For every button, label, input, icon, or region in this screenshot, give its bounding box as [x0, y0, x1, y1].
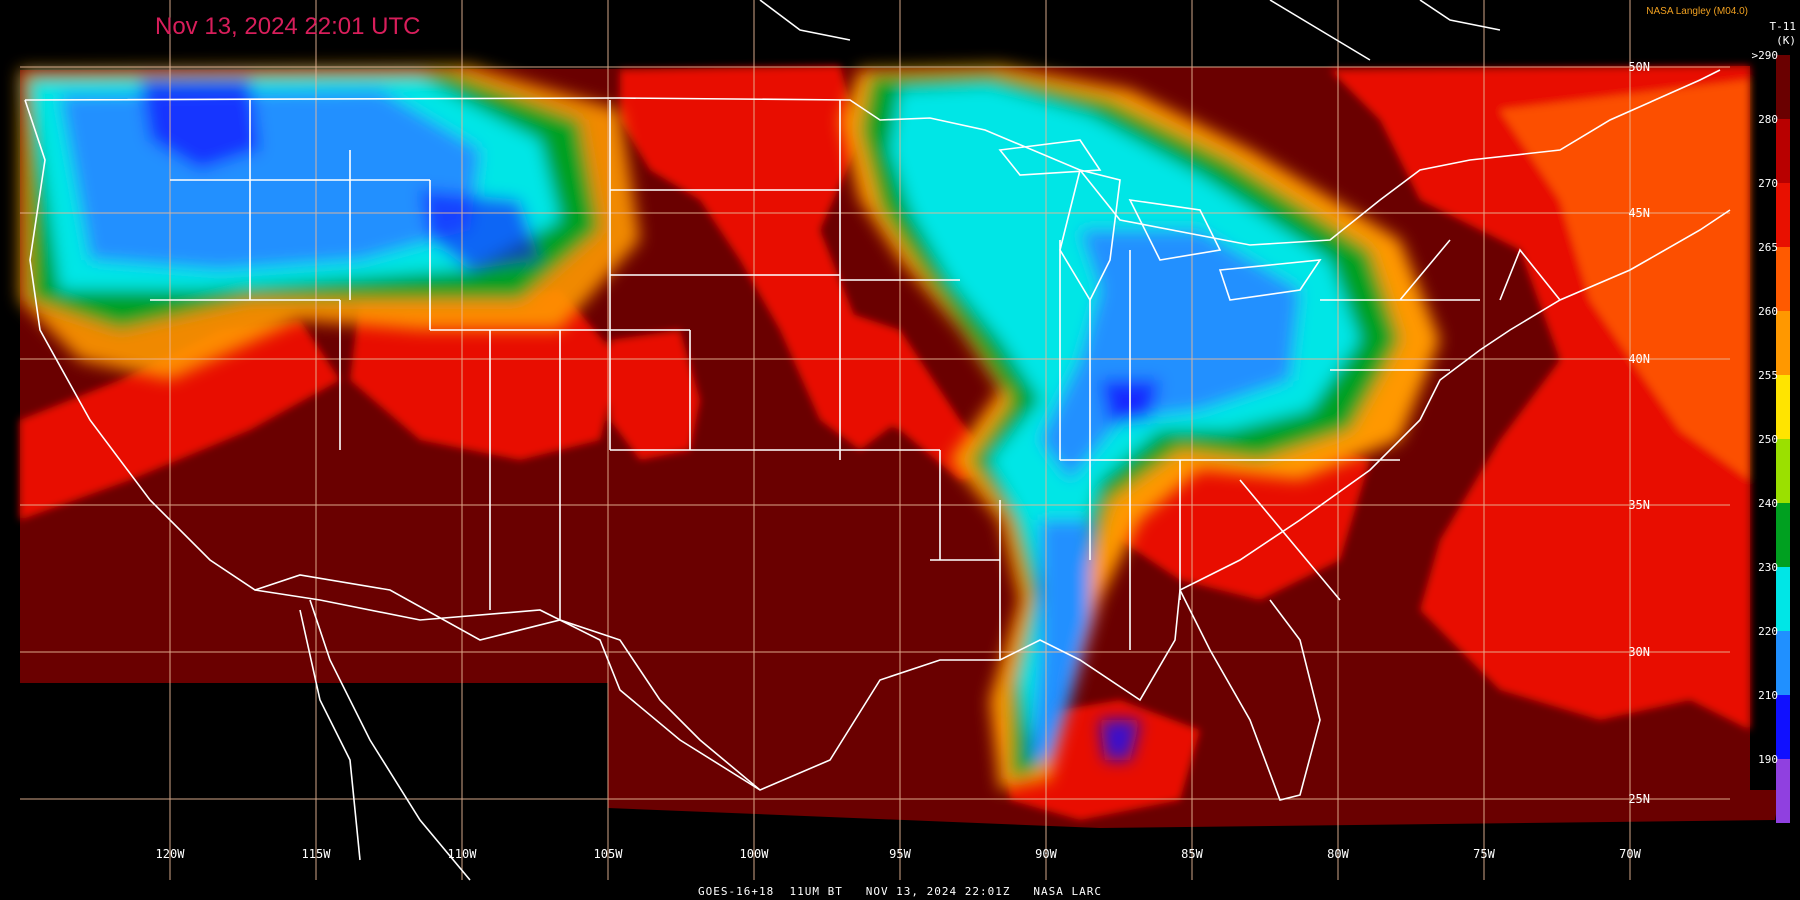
- unit-label: (K): [1776, 34, 1796, 47]
- colorbar-label: 240: [1758, 497, 1778, 510]
- lon-label: 120W: [156, 847, 186, 861]
- warm-regions: [20, 66, 1750, 820]
- colorbar-label: 270: [1758, 177, 1778, 190]
- colorbar-label: 220: [1758, 625, 1778, 638]
- product-name: T-11: [1769, 20, 1797, 33]
- lat-label: 30N: [1628, 645, 1650, 659]
- colorbar-swatch: [1776, 759, 1790, 823]
- lat-label: 35N: [1628, 498, 1650, 512]
- lat-label: 40N: [1628, 352, 1650, 366]
- lon-label: 95W: [889, 847, 911, 861]
- lon-label: 100W: [740, 847, 770, 861]
- lon-label: 90W: [1035, 847, 1057, 861]
- graticule: [20, 0, 1730, 880]
- timestamp: Nov 13, 2024 22:01 UTC: [155, 13, 421, 40]
- colorbar-label: 255: [1758, 369, 1778, 382]
- us-canada-border: [24, 69, 1721, 246]
- product-label: T-11 (K): [1770, 20, 1797, 48]
- colorbar-swatch: [1776, 375, 1790, 439]
- lon-label: 80W: [1327, 847, 1349, 861]
- lat-label: 45N: [1628, 206, 1650, 220]
- footer-caption: GOES-16+18 11UM BT NOV 13, 2024 22:01Z N…: [698, 885, 1102, 898]
- florida-coast: [1179, 589, 1321, 801]
- mexico-border: [254, 589, 761, 791]
- lon-label: 75W: [1473, 847, 1495, 861]
- us-coastline: [24, 99, 1731, 791]
- lon-label: 85W: [1181, 847, 1203, 861]
- colorbar-swatch: [1776, 183, 1790, 247]
- lon-label: 70W: [1619, 847, 1641, 861]
- colorbar-swatch: [1776, 503, 1790, 567]
- boundaries: [24, 0, 1731, 881]
- canada-coast: [759, 0, 1501, 61]
- colorbar-label: 190: [1758, 753, 1778, 766]
- lon-label: 115W: [302, 847, 332, 861]
- colorbar-label: 265: [1758, 241, 1778, 254]
- colorbar-swatch: [1776, 631, 1790, 695]
- baja-coast: [299, 599, 471, 881]
- northwest-cloud-shield: [20, 66, 640, 380]
- colorbar-label: 210: [1758, 689, 1778, 702]
- colorbar: [1776, 55, 1790, 823]
- colorbar-label: 260: [1758, 305, 1778, 318]
- colorbar-swatch: [1776, 247, 1790, 311]
- latitude-labels: 50N 45N 40N 35N 30N 25N: [1628, 60, 1650, 806]
- lon-label: 110W: [448, 847, 478, 861]
- colorbar-swatch: [1776, 55, 1790, 119]
- colorbar-swatch: [1776, 439, 1790, 503]
- colorbar-label: 280: [1758, 113, 1778, 126]
- state-lines: [150, 100, 1561, 660]
- colorbar-swatch: [1776, 695, 1790, 759]
- lat-label: 50N: [1628, 60, 1650, 74]
- colorbar-label: >290: [1751, 49, 1779, 62]
- colorbar-swatch: [1776, 567, 1790, 631]
- colorbar-swatch: [1776, 311, 1790, 375]
- colorbar-label: 230: [1758, 561, 1778, 574]
- lat-label: 25N: [1628, 792, 1650, 806]
- great-lakes: [998, 139, 1322, 302]
- longitude-labels: 120W 115W 110W 105W 100W 95W 90W 85W 80W…: [156, 847, 1642, 861]
- colorbar-label: 250: [1758, 433, 1778, 446]
- lon-label: 105W: [594, 847, 624, 861]
- credit-label: NASA Langley (M04.0): [1646, 6, 1748, 17]
- colorbar-swatch: [1776, 119, 1790, 183]
